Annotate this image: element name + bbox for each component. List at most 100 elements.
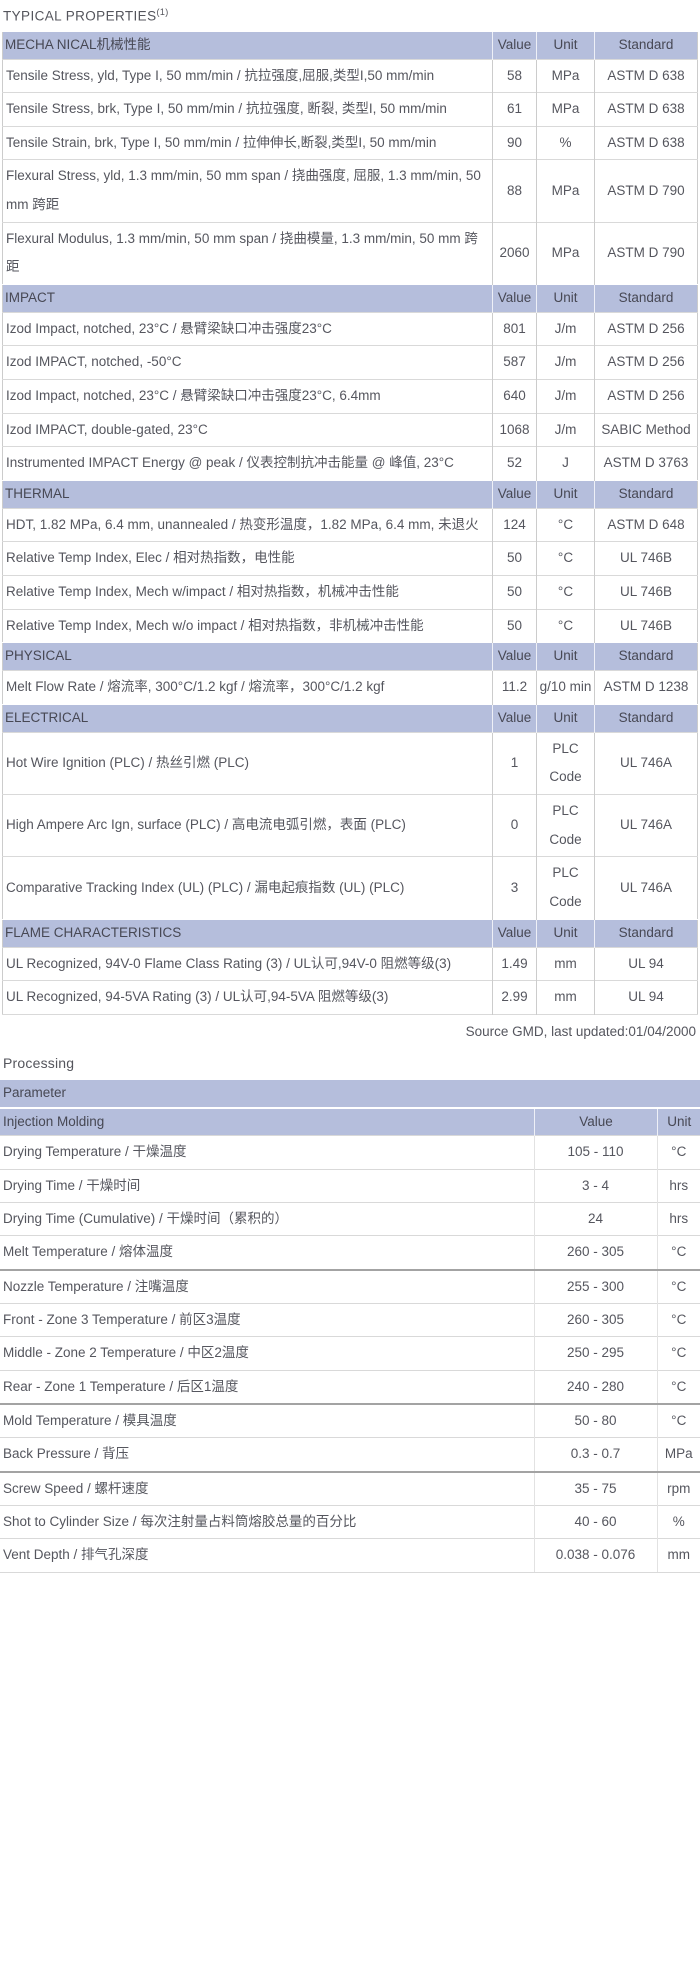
- property-row: Relative Temp Index, Elec / 相对热指数，电性能 50 °…: [2, 541, 698, 576]
- section-header-row: MECHA NICAL机械性能 Value Unit Standard: [2, 30, 698, 59]
- property-unit: mm: [536, 980, 595, 1015]
- property-name: Tensile Stress, yld, Type I, 50 mm/min /…: [2, 58, 493, 93]
- property-value: 640: [492, 378, 537, 414]
- property-unit: MPa: [536, 159, 595, 223]
- property-name: Relative Temp Index, Mech w/o impact / 相…: [2, 608, 493, 643]
- parameter-unit: MPa: [657, 1437, 700, 1472]
- property-name: HDT, 1.82 MPa, 6.4 mm, unannealed / 热变形温…: [2, 507, 493, 542]
- parameter-value: 105 - 110: [534, 1135, 658, 1170]
- column-header: Unit: [536, 479, 595, 509]
- property-standard: ASTM D 256: [594, 345, 698, 380]
- property-standard: UL 746B: [594, 541, 698, 576]
- section-header-row: PHYSICAL Value Unit Standard: [2, 642, 698, 671]
- parameter-name: Back Pressure / 背压: [0, 1437, 535, 1472]
- parameter-unit: %: [657, 1505, 700, 1539]
- parameter-name: Drying Time / 干燥时间: [0, 1168, 535, 1203]
- property-value: 1.49: [492, 946, 537, 981]
- property-unit: °C: [536, 507, 595, 542]
- property-name: Comparative Tracking Index (UL) (PLC) / …: [2, 856, 493, 920]
- property-name: High Ampere Arc Ign, surface (PLC) / 高电流…: [2, 794, 493, 857]
- parameter-unit: mm: [657, 1538, 700, 1573]
- property-name: Izod IMPACT, notched, -50°C: [2, 345, 493, 380]
- property-row: Flexural Modulus, 1.3 mm/min, 50 mm span…: [2, 221, 698, 285]
- column-header: Value: [492, 479, 537, 509]
- column-header: Value: [492, 642, 537, 671]
- property-value: 1: [492, 731, 537, 795]
- parameter-name: Vent Depth / 排气孔深度: [0, 1538, 535, 1573]
- property-standard: UL 746A: [594, 731, 698, 795]
- column-header: Value: [492, 283, 537, 313]
- property-standard: SABIC Method: [594, 412, 698, 447]
- parameter-unit: °C: [657, 1402, 700, 1438]
- property-value: 124: [492, 507, 537, 542]
- property-unit: J/m: [536, 378, 595, 414]
- property-name: Tensile Strain, brk, Type I, 50 mm/min /…: [2, 125, 493, 160]
- property-unit: J/m: [536, 345, 595, 380]
- property-standard: ASTM D 790: [594, 159, 698, 223]
- parameter-row: Vent Depth / 排气孔深度 0.038 - 0.076 mm: [0, 1538, 700, 1573]
- parameter-row: Drying Temperature / 干燥温度 105 - 110 °C: [0, 1135, 700, 1170]
- property-standard: UL 746A: [594, 856, 698, 920]
- property-name: UL Recognized, 94-5VA Rating (3) / UL认可,…: [2, 980, 493, 1015]
- property-value: 61: [492, 92, 537, 127]
- property-standard: UL 746B: [594, 575, 698, 610]
- property-value: 2.99: [492, 980, 537, 1015]
- processing-heading: Processing: [3, 1054, 75, 1071]
- property-row: Flexural Stress, yld, 1.3 mm/min, 50 mm …: [2, 159, 698, 223]
- parameter-value: 240 - 280: [534, 1369, 658, 1404]
- column-header: Unit: [536, 642, 595, 671]
- property-unit: %: [536, 125, 595, 160]
- parameter-header-row: Parameter: [0, 1079, 700, 1109]
- property-standard: ASTM D 256: [594, 311, 698, 346]
- property-unit: J: [536, 446, 595, 481]
- property-unit: MPa: [536, 221, 595, 285]
- property-standard: ASTM D 638: [594, 92, 698, 127]
- parameter-row: Middle - Zone 2 Temperature / 中区2温度 250 -…: [0, 1336, 700, 1371]
- parameter-name: Middle - Zone 2 Temperature / 中区2温度: [0, 1336, 535, 1371]
- parameter-row: Drying Time / 干燥时间 3 - 4 hrs: [0, 1168, 700, 1203]
- section-header-row: THERMAL Value Unit Standard: [2, 479, 698, 509]
- page-title: TYPICAL PROPERTIES(1): [3, 7, 700, 24]
- property-value: 3: [492, 856, 537, 920]
- property-row: UL Recognized, 94-5VA Rating (3) / UL认可,…: [2, 980, 698, 1015]
- parameter-value: 0.3 - 0.7: [534, 1437, 658, 1472]
- property-row: Tensile Stress, yld, Type I, 50 mm/min /…: [2, 58, 698, 93]
- parameter-row: Screw Speed / 螺杆速度 35 - 75 rpm: [0, 1470, 700, 1506]
- property-row: UL Recognized, 94V-0 Flame Class Rating …: [2, 946, 698, 981]
- property-unit: mm: [536, 946, 595, 981]
- parameter-name: Front - Zone 3 Temperature / 前区3温度: [0, 1302, 535, 1337]
- injection-molding-header-row: Injection Molding Value Unit: [0, 1107, 700, 1136]
- property-unit: MPa: [536, 92, 595, 127]
- processing-table: Parameter Injection Molding Value Unit D…: [0, 1079, 700, 1573]
- parameter-row: Nozzle Temperature / 注嘴温度 255 - 300 °C: [0, 1268, 700, 1304]
- parameter-value: 3 - 4: [534, 1168, 658, 1203]
- property-value: 11.2: [492, 670, 537, 705]
- property-unit: °C: [536, 608, 595, 643]
- property-name: Tensile Stress, brk, Type I, 50 mm/min /…: [2, 92, 493, 127]
- parameter-unit: °C: [657, 1302, 700, 1337]
- property-value: 0: [492, 794, 537, 857]
- column-header: Standard: [594, 642, 698, 671]
- parameter-unit: °C: [657, 1135, 700, 1170]
- property-value: 52: [492, 446, 537, 481]
- property-name: Izod Impact, notched, 23°C / 悬臂梁缺口冲击强度23…: [2, 311, 493, 346]
- parameter-row: Shot to Cylinder Size / 每次注射量占料筒熔胶总量的百分比…: [0, 1505, 700, 1539]
- section-title: MECHA NICAL机械性能: [2, 30, 493, 59]
- parameter-name: Mold Temperature / 模具温度: [0, 1402, 535, 1438]
- section-header-row: IMPACT Value Unit Standard: [2, 283, 698, 313]
- column-header: Unit: [536, 30, 595, 59]
- property-row: Melt Flow Rate / 熔流率, 300°C/1.2 kgf / 熔流…: [2, 670, 698, 705]
- parameter-unit: °C: [657, 1369, 700, 1404]
- parameter-name: Nozzle Temperature / 注嘴温度: [0, 1268, 535, 1304]
- parameter-value: 0.038 - 0.076: [534, 1538, 658, 1573]
- parameter-value: 40 - 60: [534, 1505, 658, 1539]
- property-standard: ASTM D 638: [594, 58, 698, 93]
- property-name: Flexural Modulus, 1.3 mm/min, 50 mm span…: [2, 221, 493, 285]
- property-standard: UL 94: [594, 980, 698, 1015]
- property-standard: ASTM D 648: [594, 507, 698, 542]
- section-title: PHYSICAL: [2, 642, 493, 671]
- unit-column-header: Unit: [656, 1107, 700, 1136]
- property-standard: ASTM D 1238: [594, 670, 698, 705]
- parameter-row: Rear - Zone 1 Temperature / 后区1温度 240 - 2…: [0, 1369, 700, 1404]
- source-note: Source GMD, last updated:01/04/2000: [465, 1023, 696, 1039]
